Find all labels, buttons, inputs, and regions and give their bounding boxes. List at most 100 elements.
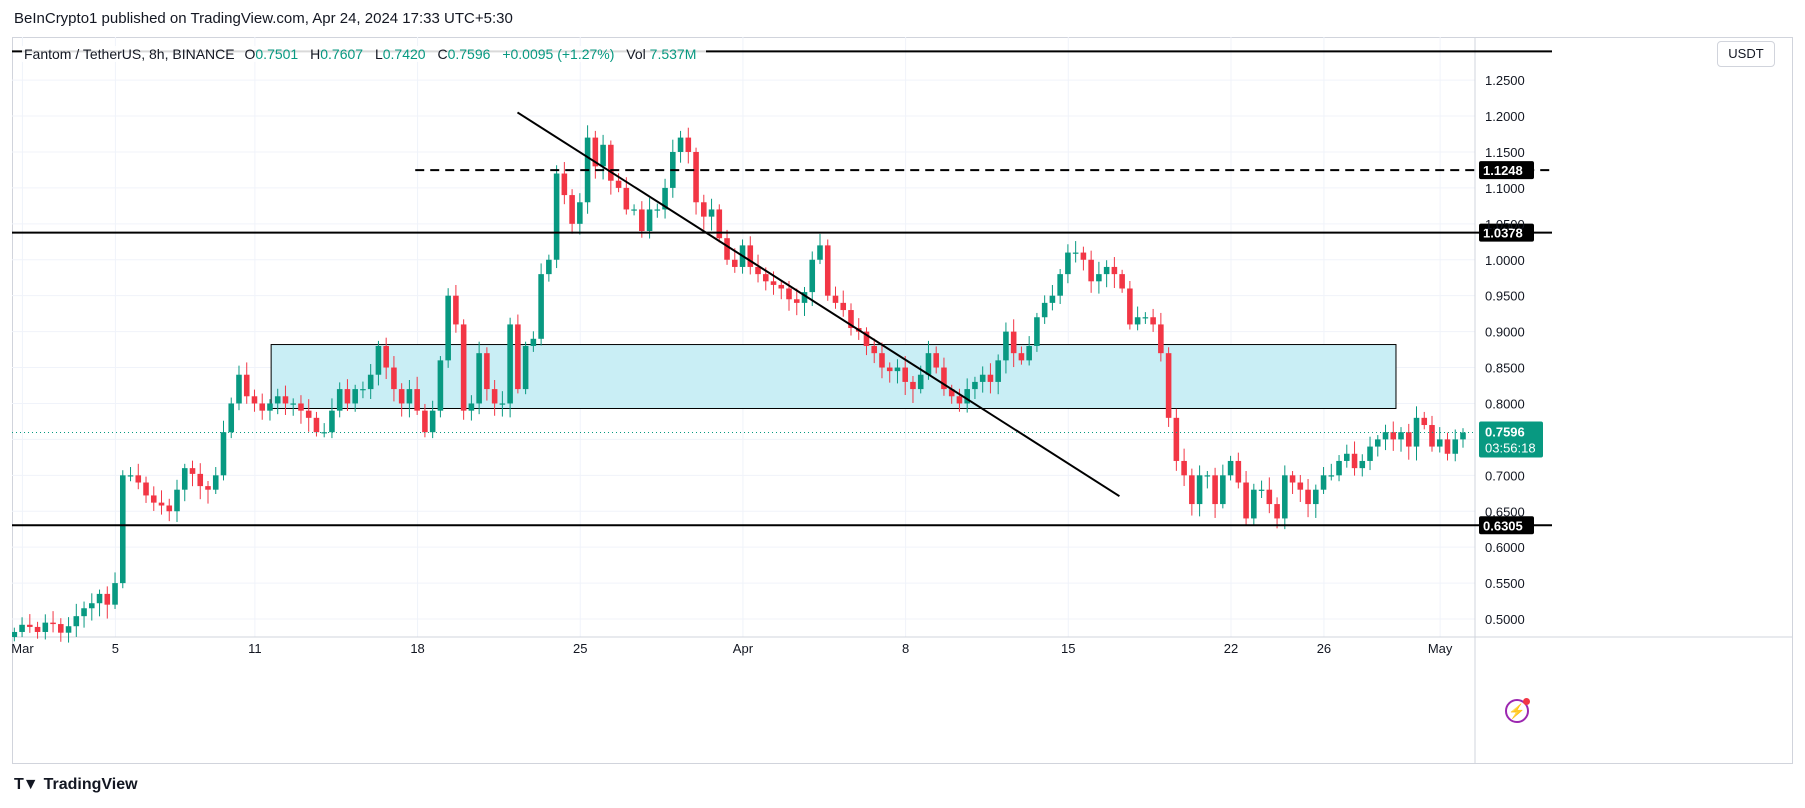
candle-body xyxy=(824,245,831,296)
x-tick-label: May xyxy=(1428,641,1453,656)
candle-body xyxy=(1212,475,1218,505)
candle-body xyxy=(73,616,80,627)
x-tick-label: 18 xyxy=(410,641,424,656)
x-tick-label: 5 xyxy=(112,641,119,656)
price-chart[interactable]: 1.1248 1.0378 0.6305 1.2500 1.2000 1.1500 1.10… xyxy=(12,37,1793,764)
y-tick-label: 0.7000 xyxy=(1485,468,1525,483)
y-tick-label: 0.6500 xyxy=(1485,504,1525,519)
candle-body xyxy=(383,345,389,368)
candle-body xyxy=(941,367,947,390)
tradingview-brand[interactable]: T▼ TradingView xyxy=(14,776,138,794)
x-tick-label: Mar xyxy=(12,641,34,656)
x-tick-label: 11 xyxy=(248,641,262,656)
candle-body xyxy=(135,475,142,483)
candle-body xyxy=(1220,475,1226,505)
candle-body xyxy=(662,187,668,210)
legend-close-label: C xyxy=(437,46,448,62)
candle-body xyxy=(12,631,18,637)
candle-body xyxy=(1165,353,1172,418)
candle-body xyxy=(445,295,451,361)
x-tick-label: Apr xyxy=(733,641,754,656)
candle-body xyxy=(817,245,823,260)
candle-body xyxy=(592,137,599,167)
candle-body xyxy=(375,345,382,375)
symbol-legend: Fantom / TetherUS, 8h, BINANCE O0.7501 H… xyxy=(22,46,707,62)
candle-body xyxy=(1049,295,1056,303)
y-tick-label: 0.6000 xyxy=(1485,540,1525,555)
candle-body xyxy=(1173,417,1180,461)
candle-body xyxy=(228,403,235,433)
candle-body xyxy=(1429,425,1435,447)
candle-body xyxy=(925,353,932,375)
y-tick-label: 0.8500 xyxy=(1485,361,1525,376)
candle-body xyxy=(298,403,304,411)
candle-body xyxy=(1080,252,1087,260)
candle-body xyxy=(902,367,909,382)
candle-body xyxy=(1305,489,1311,505)
candle-body xyxy=(1328,475,1335,477)
candle-body xyxy=(1390,432,1397,440)
candle-body xyxy=(1065,252,1071,275)
candle-body xyxy=(1057,274,1063,296)
candle-body xyxy=(1189,475,1195,505)
candle-body xyxy=(274,396,281,404)
currency-selector[interactable]: USDT xyxy=(1717,41,1775,67)
level-label-box xyxy=(1479,223,1534,242)
candle-body xyxy=(1127,288,1133,325)
candle-body xyxy=(166,505,173,512)
x-tick-label: 15 xyxy=(1061,641,1075,656)
candle-body xyxy=(81,608,87,617)
trendline xyxy=(516,111,1120,498)
level-label-box xyxy=(1479,161,1534,180)
candle-body xyxy=(1072,252,1079,254)
candle-body xyxy=(724,238,730,260)
candle-body xyxy=(948,389,955,397)
candle-body xyxy=(987,374,994,382)
candle-body xyxy=(391,367,397,390)
tradingview-logo-icon: T▼ xyxy=(14,776,39,793)
candle-body xyxy=(259,403,266,411)
countdown-label: 03:56:18 xyxy=(1485,440,1536,455)
candle-body xyxy=(212,475,219,490)
legend-symbol[interactable]: Fantom / TetherUS, 8h, BINANCE xyxy=(24,46,235,62)
y-tick-label: 1.1500 xyxy=(1485,145,1525,160)
candle-body xyxy=(685,137,692,152)
candle-body xyxy=(623,187,630,210)
candle-body xyxy=(731,259,738,267)
candle-body xyxy=(1235,460,1242,483)
candle-body xyxy=(1243,482,1249,519)
y-tick-label: 0.9000 xyxy=(1485,325,1525,340)
y-tick-label: 0.9500 xyxy=(1485,289,1525,304)
candle-body xyxy=(530,338,537,346)
candle-body xyxy=(793,299,800,303)
candle-body xyxy=(639,209,645,232)
candle-body xyxy=(34,626,41,632)
candle-body xyxy=(708,209,715,217)
legend-volume-label: Vol xyxy=(626,46,646,62)
legend-open-label: O xyxy=(244,46,256,62)
y-tick-label: 0.5500 xyxy=(1485,576,1525,591)
candle-body xyxy=(646,209,653,232)
candle-body xyxy=(1227,460,1234,476)
candle-body xyxy=(1142,317,1149,319)
candle-body xyxy=(747,245,754,267)
legend-close: 0.7596 xyxy=(447,46,491,62)
lightning-icon[interactable]: ⚡ xyxy=(1505,698,1530,723)
candle-body xyxy=(251,396,258,404)
candle-body xyxy=(1374,439,1381,447)
candle-body xyxy=(1204,475,1211,477)
candle-body xyxy=(1026,345,1032,361)
candle-body xyxy=(65,626,72,633)
candle-body xyxy=(1034,317,1040,346)
candle-body xyxy=(305,410,312,418)
y-tick-label: 1.0500 xyxy=(1485,217,1525,232)
candle-body xyxy=(546,259,552,275)
level-label: 1.0378 xyxy=(1483,226,1523,241)
y-tick-label: 1.2500 xyxy=(1485,73,1525,88)
candle-body xyxy=(1460,432,1466,440)
candle-body xyxy=(104,593,111,605)
candle-body xyxy=(89,603,95,609)
candle-body xyxy=(538,274,544,339)
legend-volume: 7.537M xyxy=(649,46,697,62)
level-label: 1.1248 xyxy=(1483,163,1523,178)
